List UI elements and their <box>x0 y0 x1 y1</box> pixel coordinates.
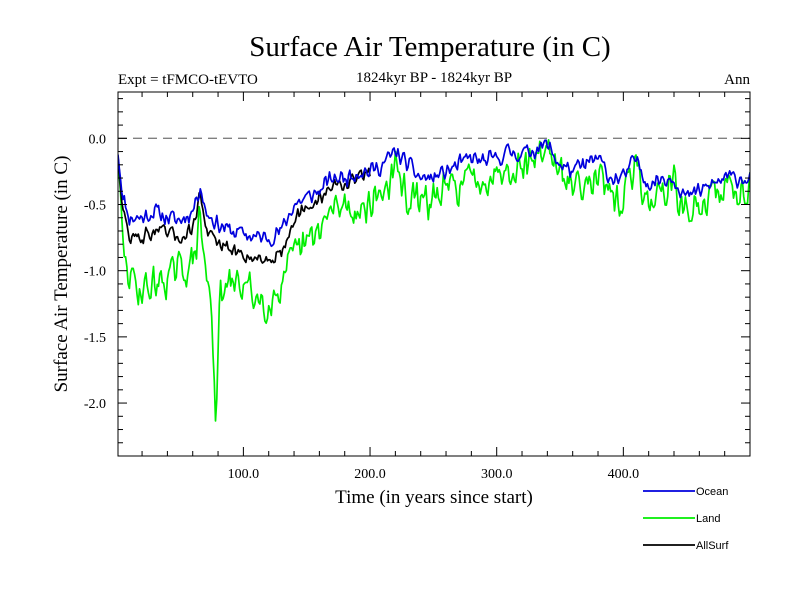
x-tick-label: 400.0 <box>608 467 640 482</box>
legend-label-ocean: Ocean <box>696 486 728 498</box>
y-tick-label: -2.0 <box>84 397 106 412</box>
plot-area <box>118 137 750 422</box>
legend: Ocean Land AllSurf <box>643 486 729 552</box>
axis-ticks: 100.0 200.0 300.0 400.0 0.0 -0.5 -1.0 -1.5 -2.0 <box>84 92 750 482</box>
chart-subtitle-right: Ann <box>724 72 750 88</box>
y-tick-label: 0.0 <box>89 132 107 147</box>
x-tick-label: 100.0 <box>228 467 260 482</box>
y-tick-label: -0.5 <box>84 199 106 214</box>
series-line-ocean <box>118 139 750 248</box>
x-tick-label: 300.0 <box>481 467 513 482</box>
x-axis-label: Time (in years since start) <box>335 487 533 508</box>
chart-title: Surface Air Temperature (in C) <box>249 31 610 63</box>
chart-subtitle-left: Expt = tFMCO-tEVTO <box>118 72 258 88</box>
series-line-allsurf <box>118 156 371 264</box>
series-line-land <box>118 139 750 422</box>
legend-label-allsurf: AllSurf <box>696 540 729 552</box>
legend-label-land: Land <box>696 513 720 525</box>
y-tick-label: -1.5 <box>84 331 106 346</box>
chart-subtitle-center: 1824kyr BP - 1824kyr BP <box>356 70 512 86</box>
y-tick-label: -1.0 <box>84 265 106 280</box>
series-layer <box>118 139 750 422</box>
plot-frame <box>117 91 751 457</box>
y-axis-label: Surface Air Temperature (in C) <box>51 156 72 393</box>
x-tick-label: 200.0 <box>354 467 386 482</box>
